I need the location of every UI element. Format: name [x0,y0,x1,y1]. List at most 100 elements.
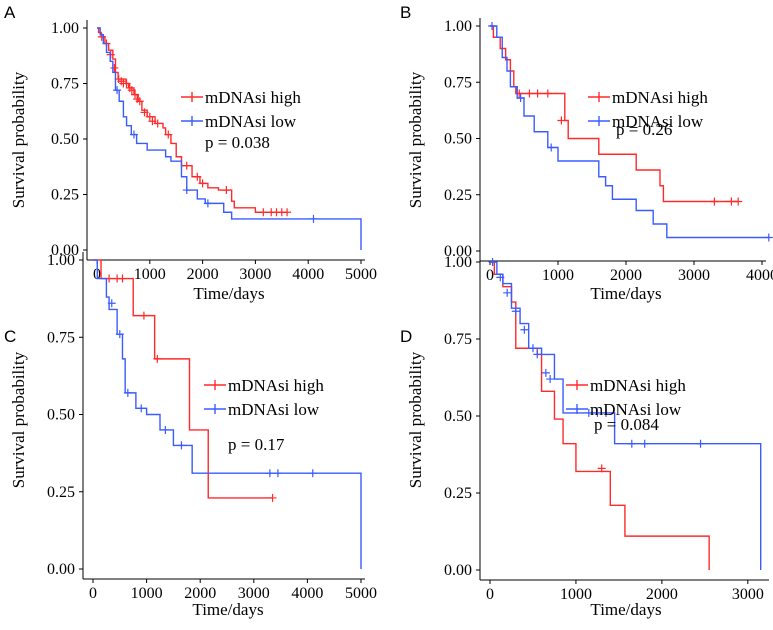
censor-mark [525,89,534,98]
series-high-curve [490,261,710,570]
y-tick-label: 0.25 [47,484,75,501]
legend-label: mDNAsi low [590,400,682,419]
censor-mark [546,375,555,384]
x-tick-label: 0 [486,586,494,603]
censor-mark [308,469,317,478]
panel-letter: A [4,3,16,22]
censor-mark [488,258,497,266]
p-value-label: p = 0.038 [205,133,270,152]
censor-mark [115,330,124,339]
y-tick-label: 0.50 [444,131,472,148]
y-tick-label: 0.25 [444,485,472,502]
censor-mark [110,63,119,72]
series-low-curve [97,27,362,250]
y-tick-label: 0.75 [444,74,472,91]
censor-mark [222,186,231,195]
panel-letter: D [400,327,412,346]
x-tick-label: 0 [89,585,97,602]
x-tick-label: 1000 [542,267,574,284]
y-tick-label: 1.00 [47,252,75,269]
legend-high: mDNAsi high [204,376,324,395]
censor-mark [259,208,268,217]
panel-letter: C [4,327,16,346]
legend-label: mDNAsi low [612,112,704,131]
censor-mark [107,299,116,308]
p-value-label: p = 0.26 [616,120,672,139]
censor-mark [265,469,274,478]
censor-mark [627,439,636,448]
censor-mark [122,79,131,88]
y-tick-label: 0.75 [444,331,472,348]
legend-low: mDNAsi low [588,112,704,131]
censor-mark [543,89,552,98]
x-tick-label: 0 [486,267,494,284]
censor-mark [131,90,140,99]
censor-mark [273,469,282,478]
censor-mark [727,197,736,206]
censor-mark [148,117,157,126]
censor-mark [118,274,127,283]
legend-high: mDNAsi high [181,88,301,107]
censor-mark [516,94,525,102]
x-tick-label: 2000 [187,266,219,283]
series-low-curve [490,25,769,239]
x-tick-label: 2000 [646,586,678,603]
y-tick-label: 0.50 [47,407,75,424]
x-tick-label: 2000 [610,267,642,284]
x-tick-label: 3000 [239,266,271,283]
censor-mark [511,307,520,316]
y-axis-title: Survival probability [9,351,28,488]
censor-mark [129,130,138,139]
censor-mark [541,368,550,377]
censor-mark [182,161,191,170]
legend-label: mDNAsi low [205,112,297,131]
censor-mark [153,119,162,128]
y-tick-label: 0.25 [444,187,472,204]
censor-mark [520,325,529,334]
legend-label: mDNAsi low [228,400,320,419]
y-tick-label: 0.75 [51,76,79,93]
y-tick-label: 0.00 [47,561,75,578]
legend-high: mDNAsi high [566,376,686,395]
censor-mark [123,388,132,397]
x-tick-label: 1000 [131,585,163,602]
y-tick-label: 0.00 [444,243,472,260]
censor-mark [153,354,162,363]
censor-mark [496,273,505,282]
y-tick-label: 0.50 [444,408,472,425]
x-tick-label: 5000 [345,585,377,602]
y-tick-label: 0.75 [47,329,75,346]
censor-mark [528,344,537,353]
y-tick-label: 0.50 [51,131,79,148]
km-panel-d: D 0.00 0.25 0.50 0.75 1.00 0 1000 2000 3000 Surviv… [400,254,769,619]
legend-low: mDNAsi low [566,400,682,419]
censor-mark [135,97,144,106]
censor-mark [137,404,146,413]
km-panel-c: C 0.00 0.25 0.50 0.75 1.00 0 1000 2000 3000 4000 50… [4,252,377,619]
x-tick-label: 2000 [184,585,216,602]
censor-mark [533,350,542,359]
p-value-label: p = 0.17 [228,435,285,454]
censor-mark [164,130,173,139]
censor-mark [193,172,202,181]
censor-mark [602,408,611,417]
x-axis-title: Time/days [590,600,661,619]
x-tick-label: 3000 [732,586,764,603]
censor-mark [503,288,512,297]
censor-mark [764,233,773,242]
censor-mark [547,143,556,152]
y-tick-label: 1.00 [51,20,79,37]
km-panel-a: A0.000.250.500.751.000 1000 2000 3000 4000 50… [4,3,377,303]
censor-mark [203,199,212,208]
censor-mark [140,108,149,117]
censor-mark [533,89,542,98]
censor-mark [488,22,497,30]
y-tick-label: 0.00 [51,242,79,259]
censor-mark [557,116,566,125]
x-tick-label: 1000 [560,586,592,603]
legend-low: mDNAsi low [204,400,320,419]
legend-high: mDNAsi high [588,88,708,107]
censor-mark [597,464,606,473]
x-tick-label: 3000 [678,267,710,284]
